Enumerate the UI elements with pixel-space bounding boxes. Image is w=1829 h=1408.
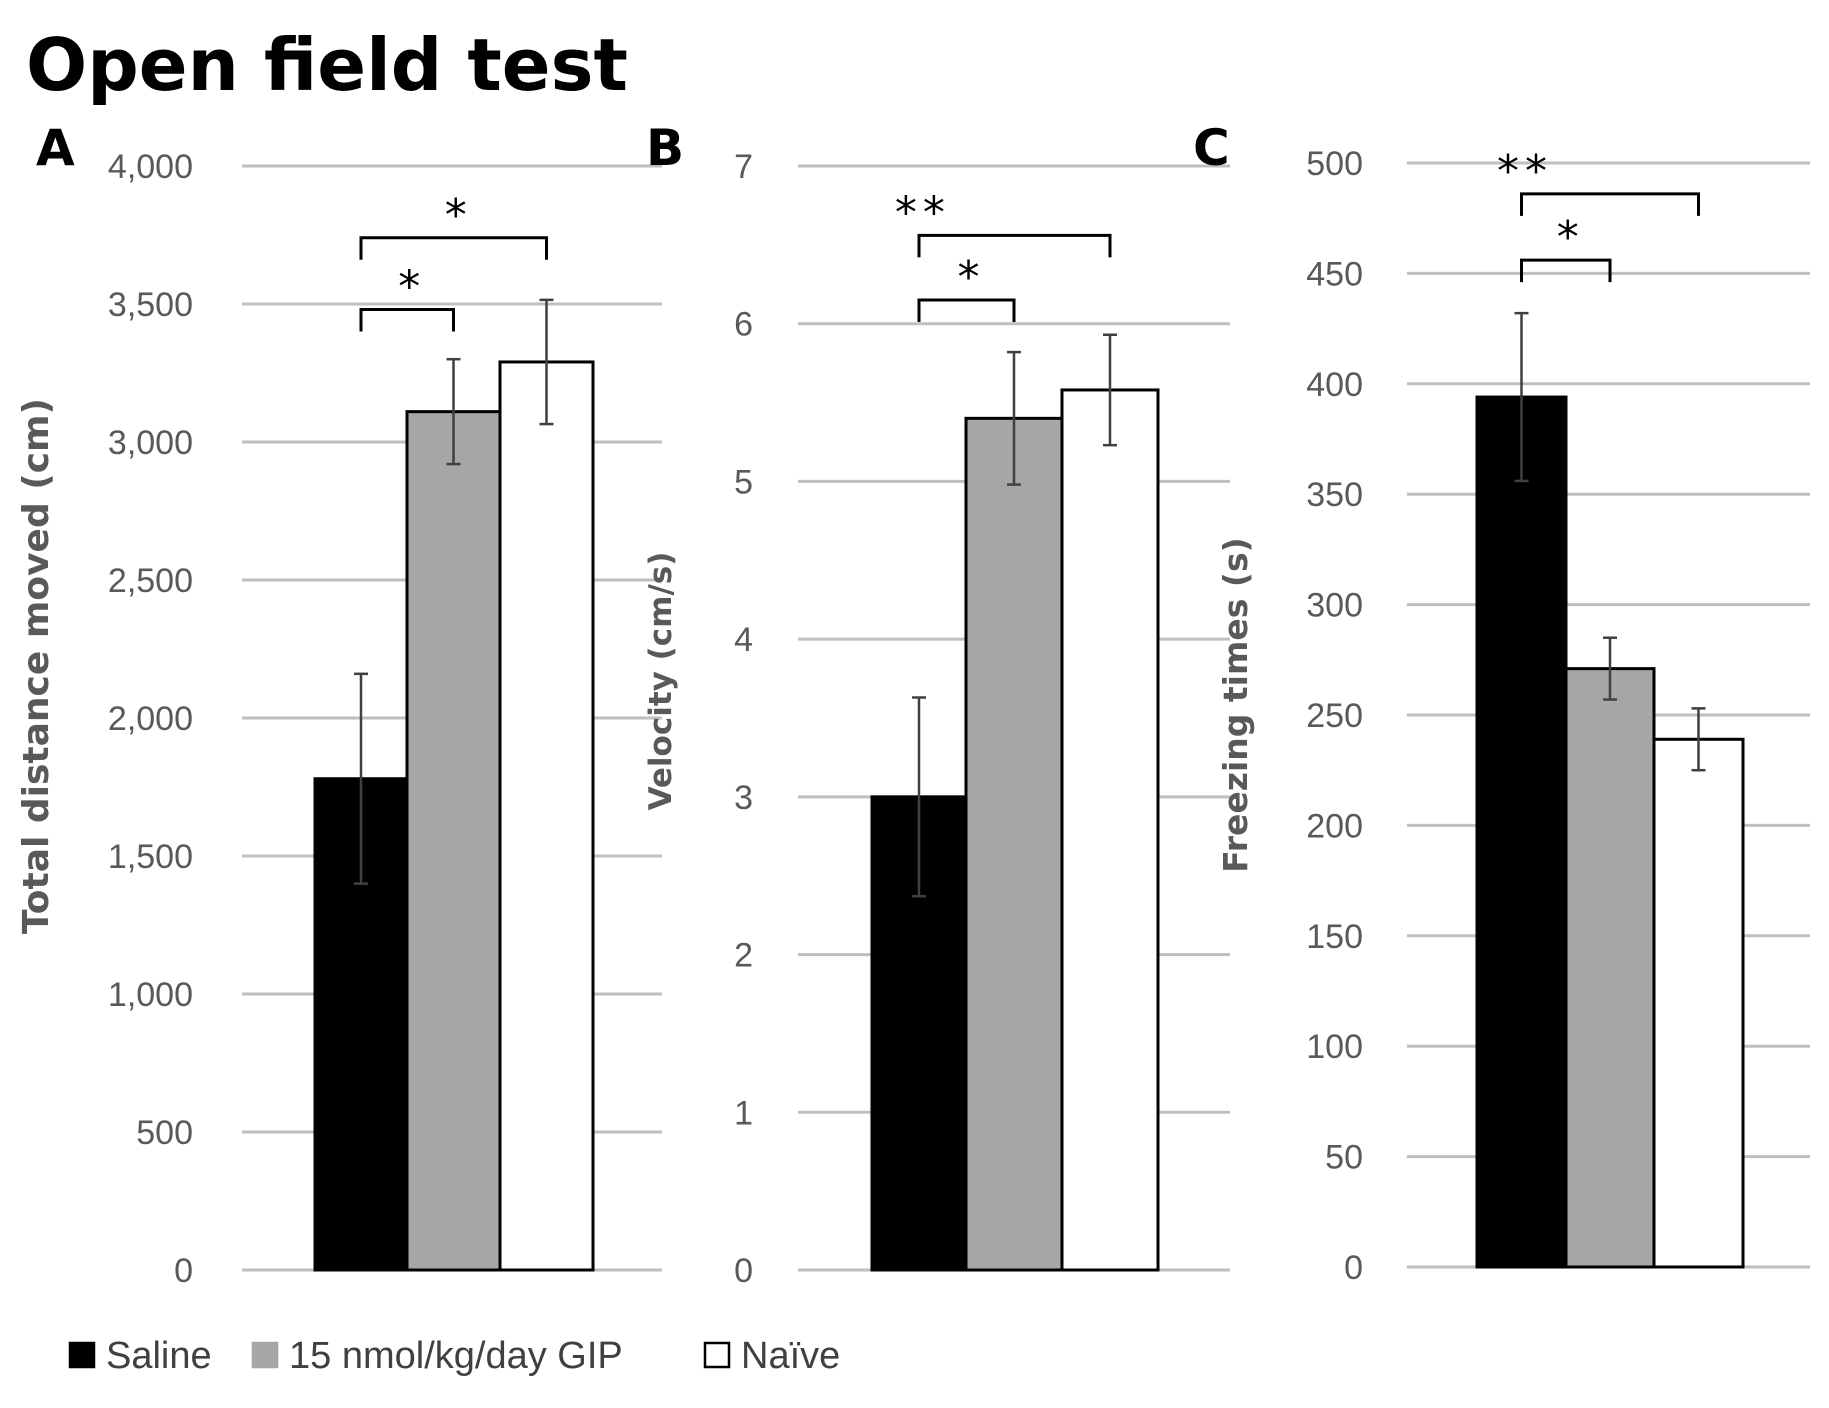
y-tick-label: 450 [1306,255,1363,293]
y-axis-label: Velocity (cm/s) [643,552,679,811]
error-bar [1103,333,1117,447]
significance-label: ** [1497,146,1553,197]
bracket-line [359,236,548,260]
y-tick-label: 6 [734,306,753,344]
y-tick-label: 3,500 [108,286,193,324]
y-tick-label: 150 [1306,918,1363,956]
panel-c: 0 50 100 150 200 250 300 350 400 450 500 C Freezing … [1193,119,1810,1287]
y-tick-label: 0 [734,1252,753,1290]
error-bar [1007,350,1021,486]
bar-naive [498,360,595,1272]
y-tick-label: 1 [734,1094,753,1132]
error-bar [539,298,554,426]
significance-bracket: * [1520,212,1612,283]
panel-b: 0 1 2 3 4 5 6 7 B Velocity (cm/s) *** [643,119,1230,1290]
y-tick-label: 3 [734,779,753,817]
error-bar [912,696,926,898]
bar-gip [964,416,1064,1272]
significance-bracket: * [359,262,455,332]
y-tick-label: 2 [734,937,753,975]
significance-label: * [445,190,467,241]
y-tick-label: 2,500 [108,562,193,600]
y-tick-label: 100 [1306,1028,1363,1066]
figure-title: Open field test [26,23,628,107]
y-tick-label: 3,000 [108,424,193,462]
y-tick-label: 500 [1306,145,1363,183]
y-tick-label: 200 [1306,807,1363,845]
y-axis-label: Freezing times (s) [1216,537,1255,872]
bracket-line [1520,192,1700,216]
bar-saline [1475,395,1568,1269]
y-tick-label: 1,000 [108,976,193,1014]
error-bar [354,672,368,885]
error-bar [446,357,461,466]
y-tick-label: 50 [1325,1139,1363,1177]
legend: Saline 15 nmol/kg/day GIP Naïve [68,1335,840,1377]
panel-a: 0 500 1,000 1,500 2,000 2,500 3,000 3,500 4,000 A… [16,119,662,1290]
legend-label: Naïve [741,1335,840,1377]
bracket-line [1520,258,1612,283]
panel-letter: A [36,119,75,177]
y-tick-label: 500 [136,1114,193,1152]
significance-bracket: ** [895,187,1112,258]
y-tick-label: 4,000 [108,148,193,186]
bar-gip [405,410,502,1272]
y-tick-label: 0 [174,1252,193,1290]
y-tick-label: 1,500 [108,838,193,876]
legend-item: Naïve [703,1335,840,1377]
y-tick-label: 7 [734,148,753,186]
y-tick-label: 350 [1306,476,1363,514]
legend-swatch [703,1341,731,1369]
significance-label: ** [895,187,951,238]
panel-letter: B [646,119,684,177]
y-axis-label: Total distance moved (cm) [16,398,57,934]
significance-bracket: ** [1497,146,1700,216]
y-tick-label: 300 [1306,587,1363,625]
legend-label: 15 nmol/kg/day GIP [289,1335,623,1377]
bracket-line [917,298,1016,323]
error-bar [1603,636,1617,701]
significance-label: * [398,262,420,313]
error-bar [1691,707,1706,772]
y-tick-label: 5 [734,463,753,501]
bar-naive [1652,737,1745,1269]
legend-swatch [251,1341,279,1369]
error-bar [1514,311,1529,483]
legend-item: 15 nmol/kg/day GIP [251,1335,623,1377]
y-tick-label: 2,000 [108,700,193,738]
significance-label: * [1557,212,1579,263]
y-tick-label: 4 [734,621,753,659]
y-tick-label: 250 [1306,697,1363,735]
significance-label: * [958,252,980,303]
legend-swatch [68,1341,96,1369]
y-tick-label: 400 [1306,366,1363,404]
legend-item: Saline [68,1335,212,1377]
y-tick-label: 0 [1344,1249,1363,1287]
bar-naive [1060,388,1160,1272]
bar-gip [1564,667,1656,1269]
legend-label: Saline [106,1335,212,1377]
panel-letter: C [1193,119,1230,177]
significance-bracket: * [359,190,548,260]
significance-bracket: * [917,252,1016,323]
bracket-line [359,308,455,332]
bracket-line [917,233,1112,258]
